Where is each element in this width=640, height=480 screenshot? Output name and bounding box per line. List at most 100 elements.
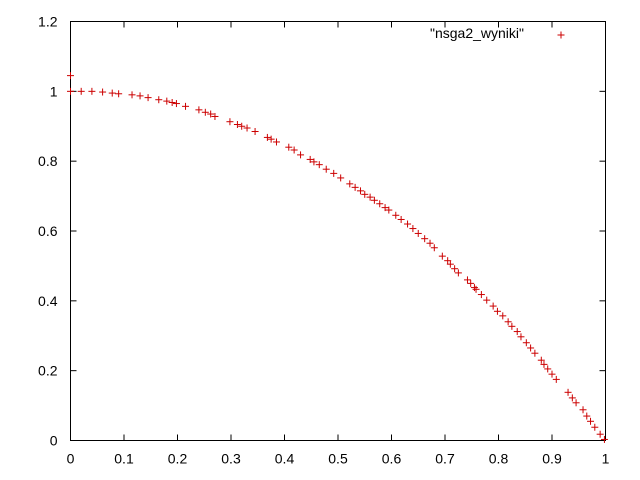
- axis-tick-labels: 0 0.1 0.2 0.3 0.4 0.5 0.6 0.7 0.8 0.9 1 0 0.2 0.4 0.6 0…: [38, 14, 610, 467]
- y-tick-label: 1: [50, 83, 58, 99]
- x-tick-label: 0.7: [435, 451, 455, 467]
- data-point: [385, 206, 393, 214]
- data-point: [513, 328, 521, 336]
- data-point: [99, 88, 107, 96]
- data-point: [306, 155, 314, 163]
- x-tick-label: 0.2: [168, 451, 188, 467]
- x-tick-label: 1: [602, 451, 610, 467]
- x-tick-label: 0.3: [221, 451, 241, 467]
- data-point: [285, 143, 293, 151]
- data-point: [504, 318, 512, 326]
- data-point: [297, 151, 305, 159]
- data-point: [346, 180, 354, 188]
- data-point: [267, 135, 275, 143]
- y-tick-label: 0.4: [38, 293, 58, 309]
- data-point: [233, 121, 241, 129]
- data-point: [337, 174, 345, 182]
- data-point: [404, 220, 412, 228]
- data-point: [600, 435, 608, 443]
- data-point: [376, 200, 384, 208]
- data-point: [322, 165, 330, 173]
- y-tick-label: 0.6: [38, 223, 58, 239]
- legend-label: "nsga2_wyniki": [430, 25, 524, 41]
- data-point: [67, 72, 74, 80]
- data-point: [370, 196, 378, 204]
- data-point: [451, 265, 459, 273]
- data-point: [564, 388, 572, 396]
- data-point: [263, 133, 271, 141]
- data-point: [356, 187, 364, 195]
- y-tick-label: 0.8: [38, 153, 58, 169]
- data-point: [392, 211, 400, 219]
- data-point: [522, 339, 530, 347]
- data-point: [568, 394, 576, 402]
- data-point: [172, 100, 180, 108]
- data-point: [548, 370, 556, 378]
- x-tick-label: 0.4: [275, 451, 295, 467]
- data-point: [527, 344, 535, 352]
- data-point: [144, 94, 152, 102]
- data-point: [596, 430, 604, 438]
- data-point: [583, 412, 591, 420]
- x-tick-label: 0.5: [328, 451, 348, 467]
- data-point: [463, 276, 471, 284]
- plot-frame: [70, 21, 606, 441]
- data-point: [366, 193, 374, 201]
- data-point: [67, 87, 74, 95]
- data-point: [77, 87, 85, 95]
- data-point: [544, 365, 552, 373]
- data-point: [381, 204, 389, 212]
- data-point: [128, 91, 136, 99]
- data-point: [211, 112, 219, 120]
- data-point: [467, 279, 475, 287]
- y-tick-label: 1.2: [38, 14, 58, 30]
- x-tick-label: 0: [67, 451, 75, 467]
- data-point: [195, 106, 203, 114]
- data-point: [272, 138, 280, 146]
- data-point: [397, 215, 405, 223]
- data-point: [531, 349, 539, 357]
- axis-ticks: [70, 21, 606, 441]
- data-point: [207, 110, 215, 118]
- data-point: [587, 417, 595, 425]
- data-point: [517, 333, 525, 341]
- data-point: [572, 399, 580, 407]
- data-point: [290, 146, 298, 154]
- data-point: [426, 239, 434, 247]
- data-point: [155, 96, 163, 104]
- data-point: [330, 169, 338, 177]
- data-point: [483, 296, 491, 304]
- data-point: [446, 260, 454, 268]
- legend: "nsga2_wyniki": [430, 25, 565, 41]
- data-point: [477, 291, 485, 299]
- data-point: [310, 158, 318, 166]
- data-point: [238, 122, 246, 130]
- x-tick-label: 0.8: [489, 451, 509, 467]
- data-point: [489, 302, 497, 310]
- data-point: [499, 312, 507, 320]
- data-point: [115, 90, 123, 98]
- data-points: [67, 72, 608, 443]
- data-point: [409, 225, 417, 233]
- y-tick-label: 0: [50, 433, 58, 449]
- data-point: [351, 183, 359, 191]
- data-point: [315, 161, 323, 169]
- data-point: [88, 87, 96, 95]
- data-point: [470, 284, 478, 292]
- data-point: [472, 285, 480, 293]
- data-point: [136, 92, 144, 100]
- data-point: [251, 127, 259, 135]
- data-point: [579, 406, 587, 414]
- data-point: [414, 229, 422, 237]
- data-point: [168, 99, 176, 107]
- data-point: [182, 102, 190, 110]
- data-point: [540, 360, 548, 368]
- data-point: [454, 269, 462, 277]
- data-point: [201, 108, 209, 116]
- x-tick-label: 0.1: [114, 451, 134, 467]
- data-point: [361, 190, 369, 198]
- data-point: [591, 423, 599, 431]
- x-tick-label: 0.9: [542, 451, 562, 467]
- y-tick-label: 0.2: [38, 363, 58, 379]
